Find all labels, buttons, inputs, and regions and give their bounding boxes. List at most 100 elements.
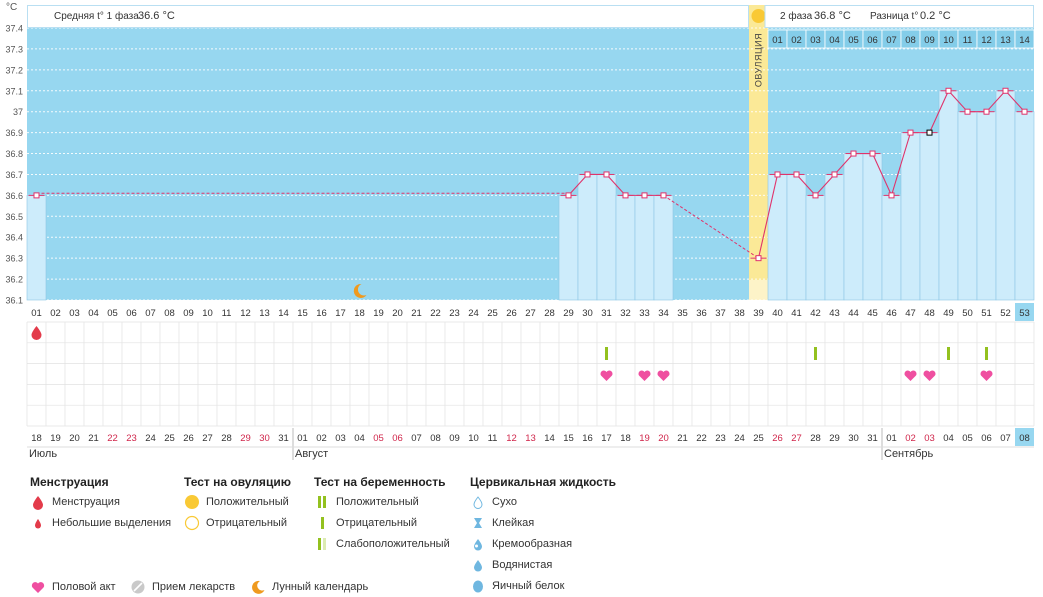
y-tick-label: 37.3: [5, 44, 23, 54]
cycle-day-label: 52: [1000, 308, 1011, 319]
cycle-day-label: 41: [791, 308, 802, 319]
phase2-value: 36.8 °C: [814, 10, 851, 22]
legend-item: Положительный: [314, 492, 450, 513]
date-label: 08: [430, 433, 441, 444]
ovulation-band: [749, 5, 768, 300]
date-label: 13: [525, 433, 536, 444]
temperature-bar: [1014, 111, 1035, 301]
y-tick-label: 36.1: [5, 296, 23, 306]
temperature-bar: [995, 90, 1016, 301]
temperature-point: [1021, 108, 1028, 115]
date-label: 23: [126, 433, 137, 444]
legend-label: Лунный календарь: [272, 581, 369, 593]
date-label: 03: [335, 433, 346, 444]
temperature-segment: [1005, 90, 1025, 113]
phase2-day-label: 14: [1019, 35, 1030, 46]
sticky-icon: [470, 515, 486, 531]
phase1-value: 36.6 °C: [138, 10, 175, 22]
temperature-segment: [815, 174, 835, 196]
y-tick-label: 37: [13, 107, 23, 117]
date-label: 02: [316, 433, 327, 444]
cycle-day-label: 37: [715, 308, 726, 319]
cycle-day-label: 01: [31, 308, 42, 319]
legend-label: Прием лекарств: [152, 581, 236, 593]
temperature-bar: [767, 174, 788, 301]
date-label: 17: [601, 433, 612, 444]
date-label: 18: [620, 433, 631, 444]
date-label: 18: [31, 433, 42, 444]
temperature-segment: [663, 194, 759, 259]
date-label: 12: [506, 433, 517, 444]
temperature-point: [869, 150, 876, 157]
sun-icon: [184, 494, 200, 510]
legend-label: Кремообразная: [492, 538, 573, 550]
temperature-bar: [862, 153, 883, 301]
temperature-point: [1002, 87, 1009, 94]
phase2-label: 2 фаза: [780, 10, 813, 22]
phase2-day-label: 10: [943, 35, 954, 46]
diff-label: Разница t°: [870, 11, 918, 22]
date-label: 30: [848, 433, 859, 444]
date-label: 26: [772, 433, 783, 444]
legend-item: Клейкая: [470, 513, 616, 534]
temperature-bar: [634, 195, 655, 301]
legend-menstruation: Менструация Менструация Небольшие выделе…: [30, 472, 171, 534]
sun-icon: [751, 9, 766, 23]
marks-area: [27, 322, 1034, 426]
heart-icon: [600, 370, 613, 381]
date-label: 28: [221, 433, 232, 444]
cycle-day-label: 32: [620, 308, 631, 319]
legend-title: Тест на овуляцию: [184, 475, 291, 489]
legend-intercourse: Половой акт: [30, 577, 116, 597]
date-label: 27: [791, 433, 802, 444]
date-label: 01: [886, 433, 897, 444]
pill-icon: [130, 579, 146, 595]
cycle-day-label: 27: [525, 308, 536, 319]
legend-title: Тест на беременность: [314, 475, 446, 489]
cycle-day-label: 12: [240, 308, 251, 319]
temperature-point: [565, 192, 572, 199]
test-strip-icon: [814, 347, 817, 360]
date-label: 24: [734, 433, 745, 444]
cycle-day-label: 50: [962, 308, 973, 319]
date-label: 03: [924, 433, 935, 444]
y-tick-label: 36.2: [5, 275, 23, 285]
temperature-point: [926, 129, 933, 136]
phase2-day-label: 04: [829, 35, 840, 46]
y-tick-label: 36.9: [5, 128, 23, 138]
date-label: 30: [259, 433, 270, 444]
cycle-day-label: 30: [582, 308, 593, 319]
heart-icon: [980, 370, 993, 381]
date-label: 21: [88, 433, 99, 444]
cycle-day-label: 03: [69, 308, 80, 319]
cycle-day-label: 44: [848, 308, 859, 319]
watery-icon: [470, 557, 486, 573]
phase2-day-label: 07: [886, 35, 897, 46]
test-strip-icon: [985, 347, 988, 360]
phase2-day-label: 11: [963, 35, 973, 46]
moon-icon: [353, 283, 367, 298]
date-label: 05: [962, 433, 973, 444]
temperature-point: [641, 192, 648, 199]
phase2-day-label: 05: [848, 35, 859, 46]
legend: Менструация Менструация Небольшие выделе…: [0, 472, 1043, 595]
cycle-day-label: 05: [107, 308, 118, 319]
cycle-day-label: 51: [981, 308, 992, 319]
date-label: 07: [1000, 433, 1011, 444]
temperature-point: [584, 171, 591, 178]
cycle-day-label: 23: [449, 308, 460, 319]
y-tick-label: 36.3: [5, 254, 23, 264]
cycle-day-label: 25: [487, 308, 498, 319]
phase2-day-label: 08: [905, 35, 916, 46]
cycle-day-label: 10: [202, 308, 213, 319]
y-tick-label: 37.1: [5, 86, 23, 96]
cycle-day-label: 02: [50, 308, 61, 319]
phase2-day-label: 03: [810, 35, 821, 46]
date-label: 24: [145, 433, 156, 444]
date-label: 31: [867, 433, 878, 444]
month-label: Сентябрь: [884, 448, 934, 460]
temperature-point: [888, 192, 895, 199]
legend-item: Слабоположительный: [314, 534, 450, 555]
cycle-day-label: 53: [1019, 308, 1030, 319]
